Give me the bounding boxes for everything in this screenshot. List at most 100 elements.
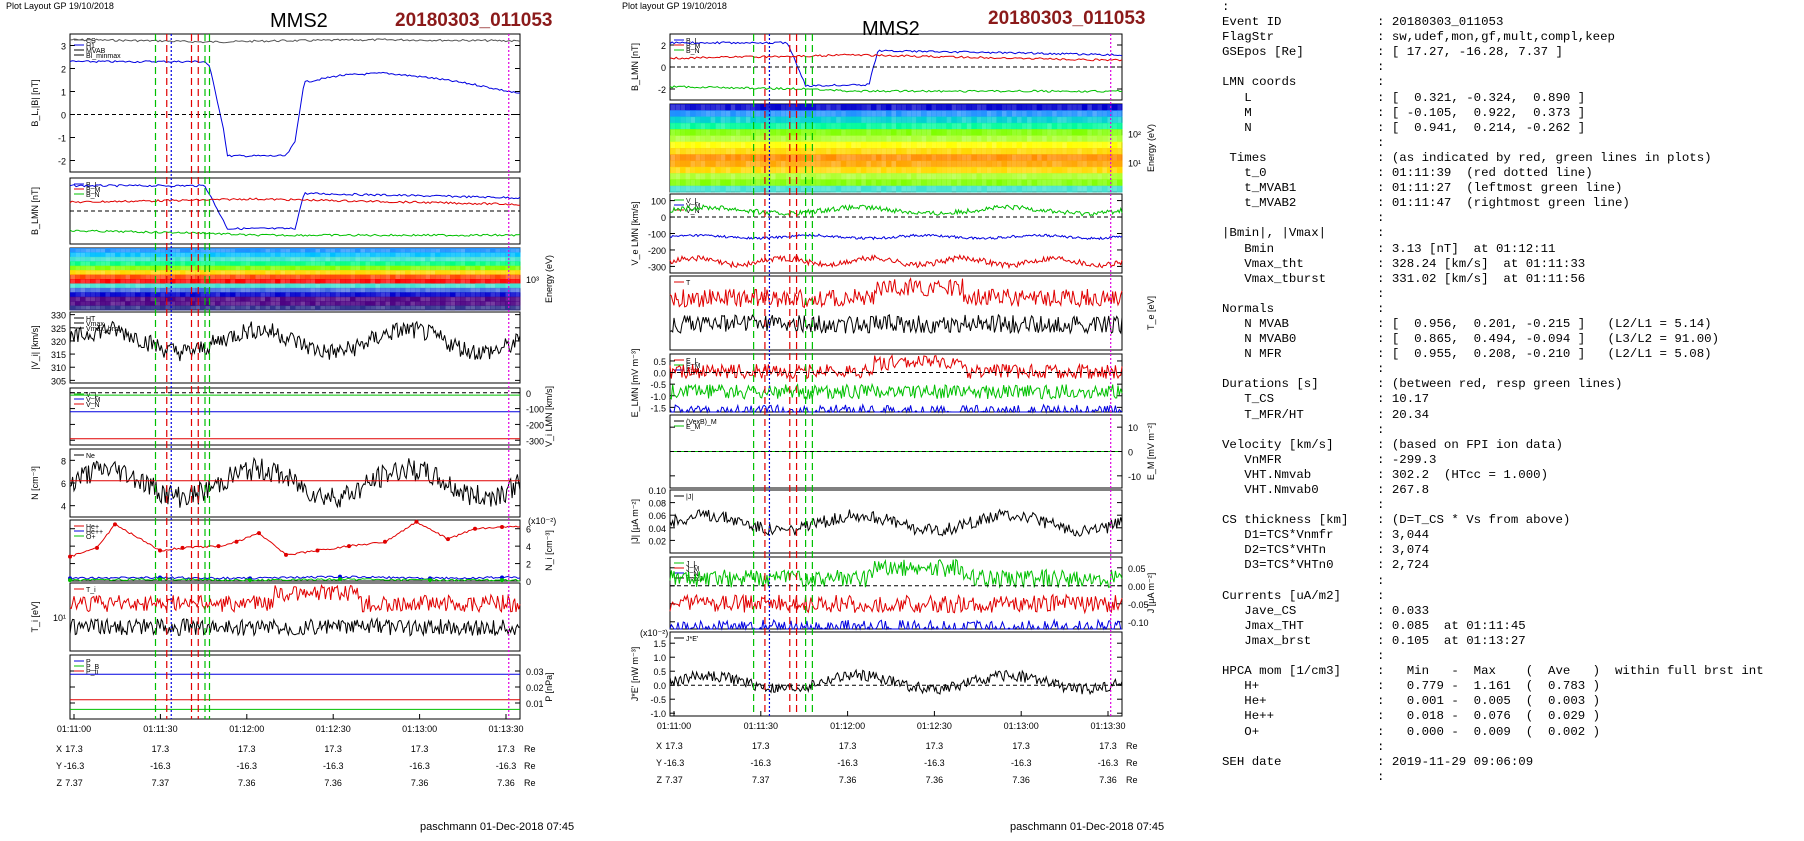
right-panel-1-heat-cell [810,141,817,149]
right-panel-1-heat-cell [1066,110,1073,118]
left-panel-2-heat-cell [515,305,521,311]
left-panel-2-heat-cell [115,301,121,307]
right-panel-1-heat-cell [971,173,977,180]
left-panel-2-heat-cell [385,301,391,307]
left-panel-2-heat-cell [350,279,356,284]
right-panel-1-heat-cell [730,110,736,118]
left-ephem-value: 7.36 [324,778,342,788]
right-panel-1-heat-cell [710,129,716,136]
left-panel-2-heat-cell [320,292,326,298]
left-panel-2-heat-cell [175,261,181,267]
left-panel-2-heat-cell [410,270,416,276]
left-panel-2-heat-cell [175,256,181,262]
left-panel-6-data-point [347,544,351,549]
left-panel-2-heat-cell [205,287,211,293]
left-panel-2-heat-cell [415,292,421,298]
right-panel-2-legend-item: V_M [686,203,701,210]
right-panel-1-heat-cell [916,129,922,136]
left-panel-2-heat-cell [430,279,436,284]
left-panel-2-heat-cell [85,296,91,302]
summary-value: : [1377,362,1385,377]
left-panel-2-heat-cell [410,274,416,280]
left-panel-2-heat-cell [205,305,211,311]
left-panel-2-heat-cell [70,256,76,262]
left-panel-2-heat-cell [150,287,156,293]
right-panel-1-heat-cell [745,135,751,143]
right-panel-1-heat-cell [1076,129,1083,136]
left-panel-2-heat-cell [440,261,446,267]
left-panel-2-heat-cell [295,252,301,258]
right-panel-1-heat-cell [790,185,797,193]
left-panel-2-heat-cell [225,283,231,289]
left-panel-2-heat-cell [160,270,166,276]
right-panel-5-ylabel: E_M [mV m⁻²] [1146,423,1156,480]
left-panel-2-heat-cell [345,261,351,267]
right-panel-1-heat-cell [996,135,1002,143]
left-panel-2-heat-cell [455,305,461,311]
right-panel-1-heat-cell [850,110,857,118]
right-panel-1-heat-cell [1101,116,1108,124]
right-panel-3-legend-item: T [686,280,691,287]
left-panel-2-heat-cell [375,270,381,276]
left-panel-2-heat-cell [155,270,161,276]
right-panel-1-heat-cell [805,185,812,193]
right-panel-1-heat-cell [991,104,997,111]
left-panel-2-heat-cell [185,261,191,267]
left-panel-2-heat-cell [420,283,426,289]
right-panel-1-heat-cell [1046,148,1053,155]
left-panel-2-heat-cell [485,296,491,302]
right-panel-1-heat-cell [805,110,812,118]
right-panel-1-heat-cell [875,104,882,111]
right-panel-1-heat-cell [1101,129,1108,136]
left-panel-2-heat-cell [240,283,246,289]
right-panel-1-heat-cell [670,173,676,180]
right-panel-1-heat-cell [865,122,872,130]
left-panel-2-heat-cell [430,256,436,262]
right-panel-1-heat-cell [795,141,802,149]
right-panel-1-heat-cell [675,173,681,180]
left-panel-2-heat-cell [125,270,131,276]
right-panel-1-heat-cell [880,154,887,162]
right-panel-1-heat-cell [1021,160,1028,168]
left-panel-2-heat-cell [400,261,406,267]
right-panel-1-heat-cell [880,116,887,124]
left-panel-2-heat-cell [235,274,241,280]
right-panel-1-heat-cell [906,116,912,124]
right-panel-1-heat-cell [1031,135,1038,143]
right-panel-1-heat-cell [1041,104,1048,111]
left-panel-2-heat-cell [345,287,351,293]
right-panel-1-heat-cell [760,160,766,168]
summary-value: : 0.000 - 0.009 ( 0.002 ) [1377,724,1601,739]
right-panel-1-heat-cell [670,179,676,187]
left-panel-2-heat-cell [240,305,246,311]
right-panel-1-heat-cell [690,154,696,162]
left-panel-2-heat-cell [455,279,461,284]
right-panel-1-heat-cell [675,116,681,124]
left-panel-2-heat-cell [100,279,106,284]
left-panel-2-heat-cell [345,265,351,271]
left-panel-2-heat-cell [375,287,381,293]
left-panel-2-heat-cell [130,301,136,307]
left-panel-2-heat-cell [320,256,326,262]
left-panel-2-heat-cell [235,287,241,293]
left-panel-2-heat-cell [205,283,211,289]
right-panel-1-heat-cell [956,154,962,162]
right-panel-1-heat-cell [991,160,997,168]
right-panel-1-heat-cell [956,122,962,130]
summary-value: : 01:11:47 (rightmost green line) [1377,196,1630,211]
left-panel-2-heat-cell [135,283,141,289]
left-panel-2-heat-cell [465,265,471,271]
left-panel-2-heat-cell [410,261,416,267]
right-panel-1-heat-cell [936,116,942,124]
summary-row: GSEpos [Re]: [ 17.27, -16.28, 7.37 ] [1222,45,1802,60]
left-ephem-value: -16.3 [323,761,344,771]
right-panel-1-heat-cell [1096,110,1103,118]
left-panel-2-heat-cell [500,270,506,276]
left-panel-2-heat-cell [370,261,376,267]
left-panel-2-heat-cell [325,283,331,289]
left-panel-2-heat-cell [490,265,496,271]
left-panel-2-heat-cell [235,256,241,262]
right-panel-1-heat-cell [906,160,912,168]
right-panel-1-heat-cell [870,141,877,149]
left-panel-2-heat-cell [380,270,386,276]
